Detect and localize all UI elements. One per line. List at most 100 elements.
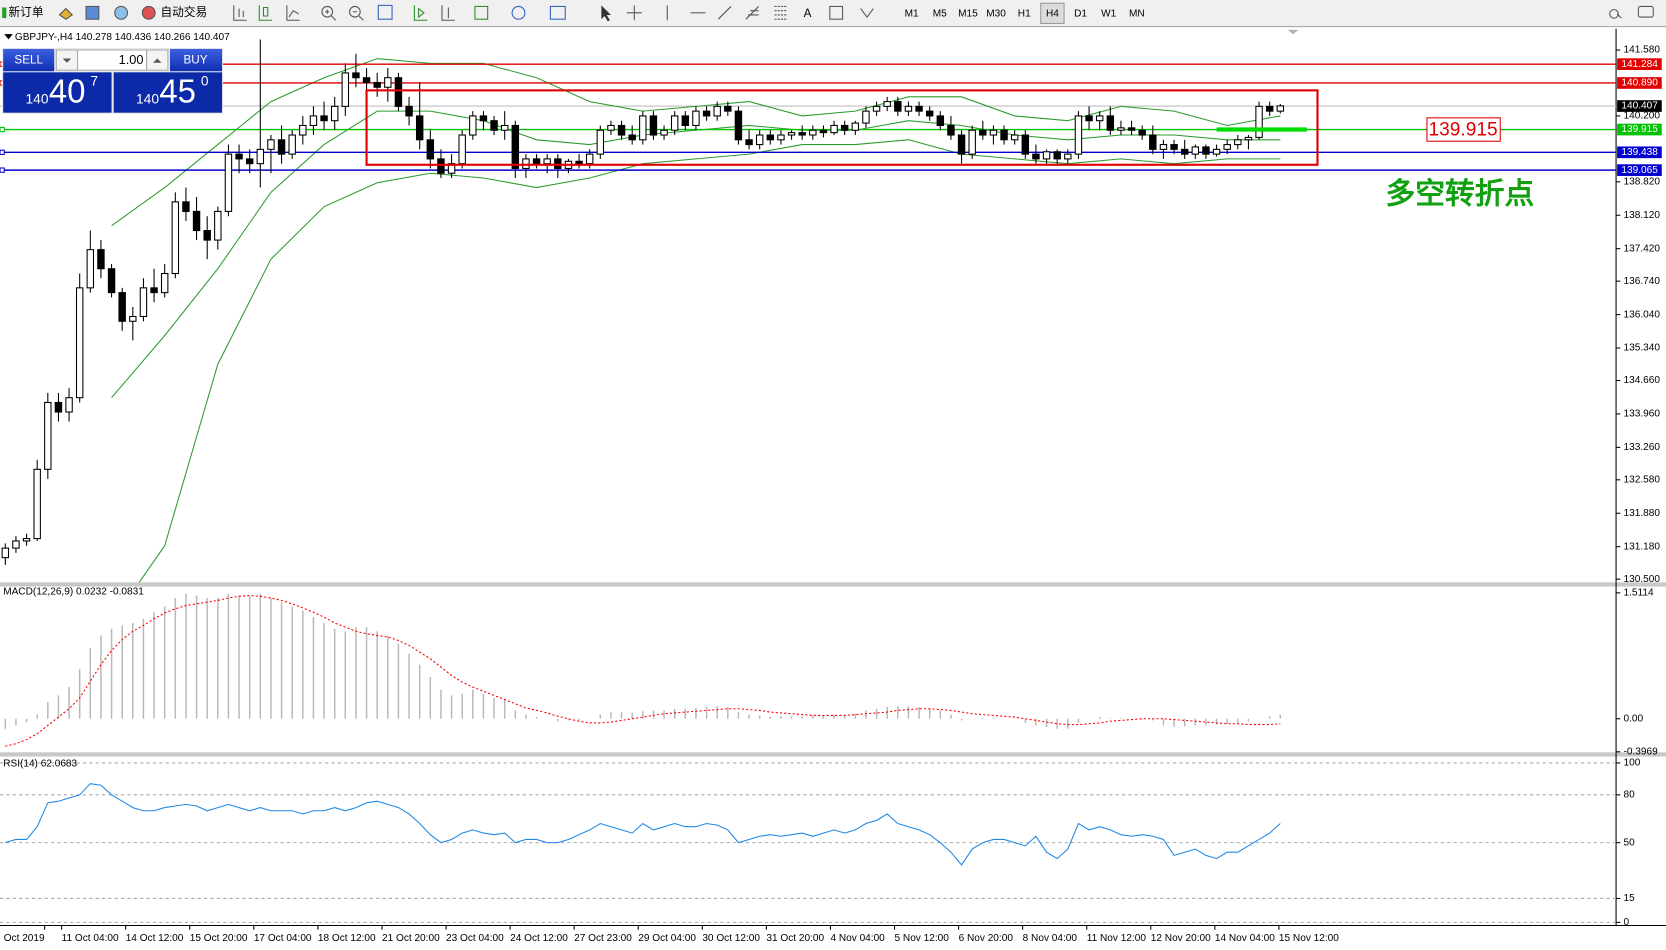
candle-body <box>957 134 966 155</box>
timeframe-button[interactable]: MN <box>1129 9 1145 20</box>
candle-body <box>192 210 201 232</box>
y-tick-label: 133.960 <box>1624 409 1661 420</box>
y-tick-label: 140.200 <box>1624 111 1661 122</box>
candle-body <box>819 129 828 134</box>
annotation-price: 139.915 <box>1429 120 1498 141</box>
buy-price-pips[interactable]: 45 <box>159 72 196 109</box>
level-anchor[interactable] <box>0 149 5 155</box>
candle-body <box>330 105 339 122</box>
level-anchor[interactable] <box>0 167 5 173</box>
range-rectangle <box>365 89 1319 166</box>
new-order-button[interactable]: 新订单 <box>9 5 44 19</box>
macd-panel: 1.5114 0.00 -0.3969 <box>4 588 1658 757</box>
icon <box>325 9 337 21</box>
chat-icon[interactable] <box>1637 5 1654 18</box>
fibo-tool[interactable] <box>745 6 760 20</box>
candle-body <box>373 81 381 88</box>
annotation-box <box>1426 117 1501 142</box>
volume-value[interactable]: 1.00 <box>119 52 144 67</box>
candle-body <box>1170 144 1178 150</box>
sell-price-big[interactable]: 140 <box>26 91 49 107</box>
level-price-label: 141.284 <box>1621 59 1658 70</box>
level-price-box <box>1617 146 1662 159</box>
new-order-icon[interactable] <box>2 7 7 19</box>
icon[interactable] <box>114 5 129 20</box>
zoom-out[interactable] <box>349 5 361 18</box>
icon[interactable] <box>511 5 526 20</box>
buy-button[interactable] <box>170 48 223 72</box>
icon[interactable] <box>58 7 74 20</box>
candle-body <box>44 401 52 470</box>
timeframe-button[interactable]: H4 <box>1046 9 1059 20</box>
panel-separator <box>0 752 1666 757</box>
trendline-tool[interactable] <box>717 6 732 20</box>
timeframe-bar: M1 M5 M15 M30 H1 H4 D1 W1 MN <box>905 2 1145 24</box>
text-tool[interactable]: A <box>804 7 812 20</box>
candle-body <box>267 139 275 150</box>
timeframe-button[interactable]: D1 <box>1074 9 1087 20</box>
candle-body <box>405 105 413 117</box>
icon[interactable] <box>413 5 428 21</box>
candle-body <box>469 115 477 136</box>
buy-label[interactable]: BUY <box>184 54 208 67</box>
level-price-box <box>1617 58 1662 70</box>
candle-body <box>288 134 296 155</box>
candle-body <box>830 124 838 134</box>
auto-trading-icon[interactable] <box>141 5 156 20</box>
crosshair-tool[interactable] <box>626 5 642 21</box>
time-label: 6 Nov 20:00 <box>959 933 1014 944</box>
channel-tool[interactable] <box>774 5 788 20</box>
icon[interactable] <box>474 5 489 20</box>
candle-body <box>320 115 328 122</box>
icon[interactable] <box>441 5 455 21</box>
candle-body <box>12 540 20 549</box>
candle-body <box>575 160 583 165</box>
candle-body <box>628 134 636 141</box>
timeframe-button[interactable]: M15 <box>958 9 978 20</box>
candle-body <box>554 158 562 169</box>
candle-body <box>968 129 976 155</box>
candle-body <box>65 397 73 413</box>
sell-price-pips[interactable]: 40 <box>49 72 86 109</box>
time-label: 14 Oct 12:00 <box>126 933 184 944</box>
icon[interactable] <box>286 5 300 21</box>
zoom-in[interactable] <box>321 5 334 18</box>
candle-body <box>1255 105 1263 138</box>
sell-button[interactable] <box>3 48 55 72</box>
search-icon[interactable] <box>1609 9 1622 19</box>
time-label: 8 Nov 04:00 <box>1023 933 1078 944</box>
buy-price-point[interactable]: 0 <box>201 73 209 89</box>
arrows-tool[interactable] <box>860 8 874 18</box>
timeframe-button[interactable]: W1 <box>1101 9 1117 20</box>
timeframe-button[interactable]: H1 <box>1018 9 1031 20</box>
timeframe-button[interactable]: M1 <box>905 9 919 20</box>
shift-marker <box>1287 29 1299 35</box>
label-tool[interactable] <box>829 5 844 20</box>
sell-price-box[interactable] <box>3 72 112 113</box>
icon[interactable] <box>85 5 100 20</box>
sell-price-point[interactable]: 7 <box>90 73 98 89</box>
level-price-box <box>1617 123 1662 136</box>
candle-body <box>256 148 265 165</box>
candle-body <box>1053 151 1061 160</box>
one-click-trading: SELL 1.00 BUY 140 40 7 140 45 0 <box>2 47 224 114</box>
buy-price-big[interactable]: 140 <box>136 91 159 107</box>
level-anchor[interactable] <box>0 126 5 133</box>
icon[interactable] <box>258 5 272 21</box>
icon[interactable] <box>377 4 393 20</box>
cursor-tool[interactable] <box>601 5 611 22</box>
sell-label[interactable]: SELL <box>14 54 43 67</box>
candle-body <box>118 292 126 322</box>
candle-body <box>1085 115 1093 122</box>
timeframe-button[interactable]: M30 <box>986 9 1006 20</box>
candle-body <box>341 72 350 107</box>
chart-menu-icon[interactable] <box>4 34 13 40</box>
buy-price-box[interactable] <box>113 72 223 113</box>
icon[interactable] <box>549 5 566 20</box>
auto-trading-button[interactable]: 自动交易 <box>160 5 207 19</box>
candle-body <box>75 287 84 399</box>
timeframe-active[interactable] <box>1040 2 1065 24</box>
icon[interactable] <box>233 5 247 21</box>
candle-body <box>617 124 626 136</box>
timeframe-button[interactable]: M5 <box>933 9 947 20</box>
